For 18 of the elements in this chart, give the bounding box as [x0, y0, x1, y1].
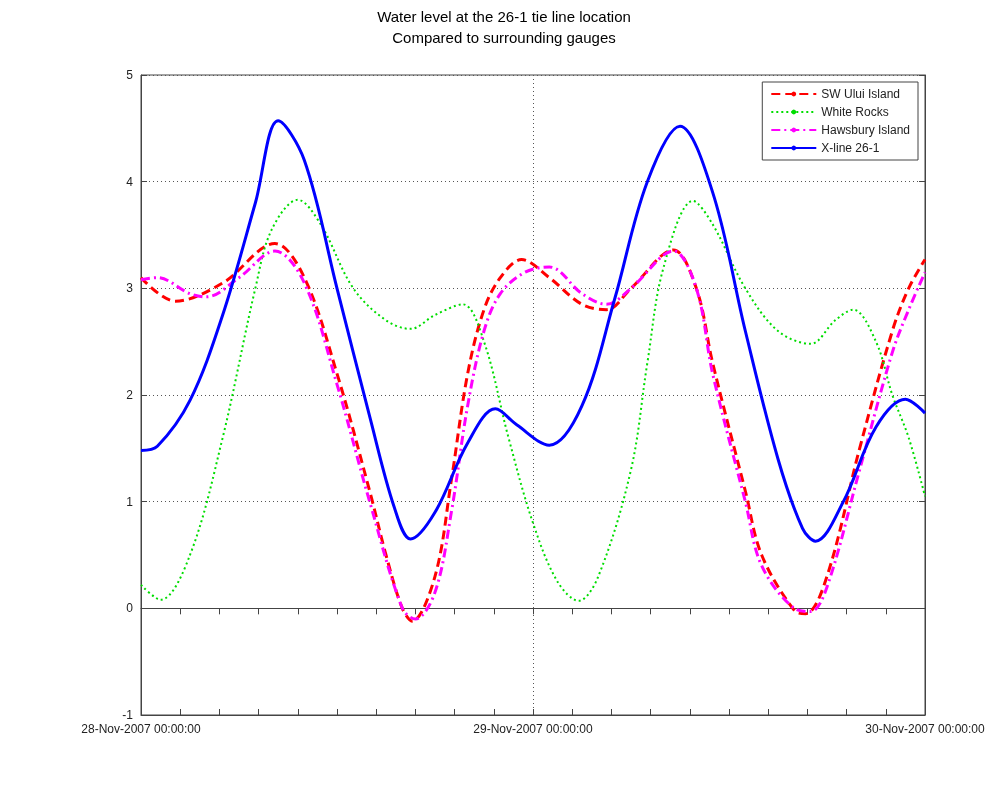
x-tick-label: 29-Nov-2007 00:00:00: [473, 722, 594, 736]
y-tick-label: 4: [126, 174, 134, 189]
chart-title: Water level at the 26-1 tie line location: [377, 8, 631, 25]
y-tick-label: 1: [126, 494, 134, 509]
legend-label: X-line 26-1: [821, 141, 880, 155]
line-series: [140, 198, 926, 602]
y-tick-label: 2: [126, 388, 134, 402]
line-series: [139, 119, 927, 543]
legend-label: Hawsbury Island: [821, 123, 911, 137]
x-tick-label: 28-Nov-2007 00:00:00: [81, 722, 202, 736]
legend-label: White Rocks: [821, 105, 889, 119]
chart-subtitle: Compared to surrounding gauges: [392, 29, 616, 46]
y-tick-label: 0: [126, 601, 134, 616]
x-tick-label: 30-Nov-2007 00:00:00: [865, 722, 986, 736]
y-tick-label: -1: [122, 708, 134, 722]
y-tick-label: 3: [126, 281, 134, 296]
y-tick-label: 5: [126, 68, 134, 82]
legend-label: SW Ului Island: [821, 87, 900, 101]
